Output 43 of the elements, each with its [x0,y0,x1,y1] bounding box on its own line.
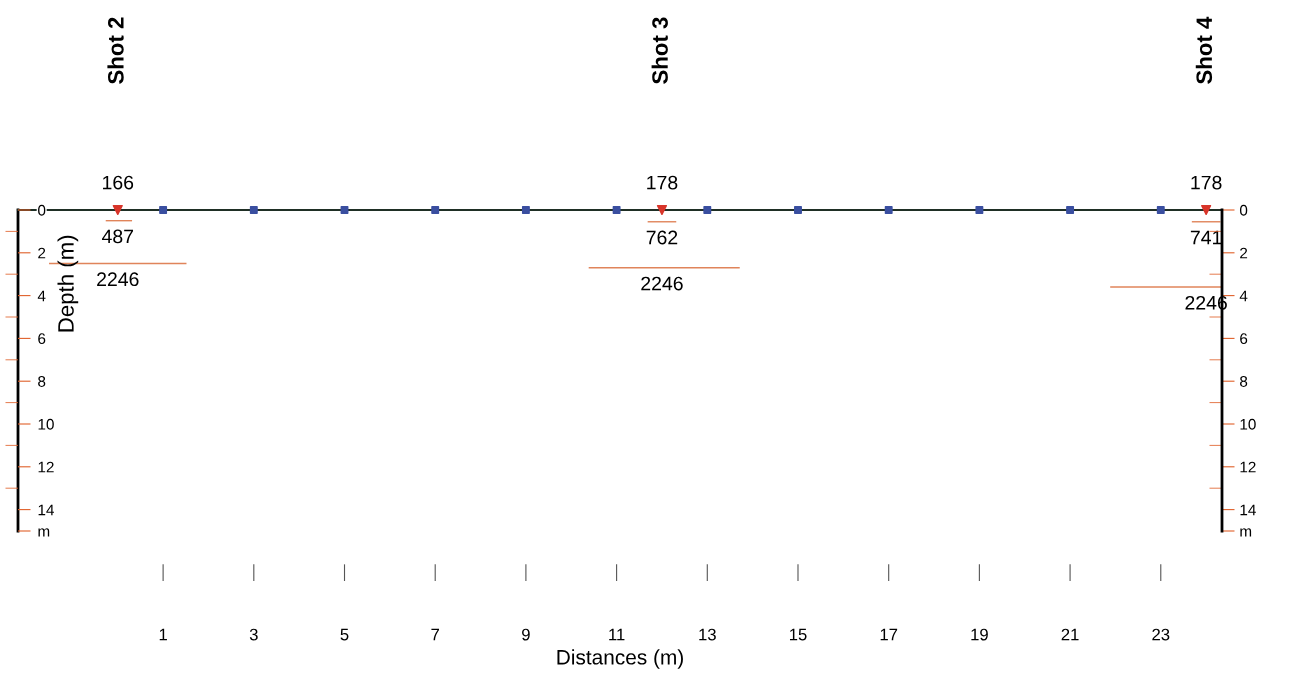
y2-tick-label: 2 [1240,247,1248,259]
y2-tick-label: m [1240,528,1252,537]
annotation: 2246 [641,276,683,291]
y2-tick-label: 4 [1239,290,1248,302]
x-tick-label: 5 [340,628,349,641]
annotation: 741 [1190,230,1222,245]
annotation: 178 [647,175,678,190]
y-tick-label: 0 [38,204,46,216]
x-tick-label: 3 [249,628,258,641]
x-tick-label: 11 [609,628,625,641]
y2-tick-label: 10 [1240,418,1256,430]
y-tick-label: 2 [38,247,46,259]
x-axis-title: Distances (m) [557,649,683,669]
text: Shot 2 [107,17,124,84]
y-tick-label: 4 [37,290,46,302]
x-tick-label: 21 [1061,628,1079,641]
x-tick-label: 19 [971,628,988,641]
y-tick-label: 12 [38,461,54,473]
x-tick-label: 9 [522,628,530,641]
y2-tick-label: 12 [1240,461,1256,473]
y-tick-label: 10 [38,418,54,430]
annotation: 762 [646,230,678,245]
y-axis-title: Depth (m) [57,235,79,332]
y-tick-label: 14 [38,504,54,516]
text: Shot 3 [651,17,668,84]
annotation: 2246 [97,272,139,287]
x-tick-label: 15 [790,628,807,641]
x-tick-label: 1 [159,628,167,641]
y2-tick-label: 0 [1239,204,1248,216]
y-tick-label: 6 [38,333,46,345]
x-tick-label: 23 [1152,628,1170,641]
y2-tick-label: 14 [1240,504,1256,516]
x-tick-label: 7 [431,628,439,641]
annotation: 166 [103,175,134,190]
x-tick-label: 17 [880,628,898,641]
y-tick-label: m [38,528,50,537]
y-tick-label: 8 [38,376,46,387]
y2-tick-label: 6 [1240,333,1248,345]
annotation: 487 [101,229,134,244]
text: Shot 4 [1195,16,1213,84]
annotation: 178 [1191,175,1222,190]
x-tick-label: 13 [699,628,716,641]
y2-tick-label: 8 [1240,376,1248,387]
